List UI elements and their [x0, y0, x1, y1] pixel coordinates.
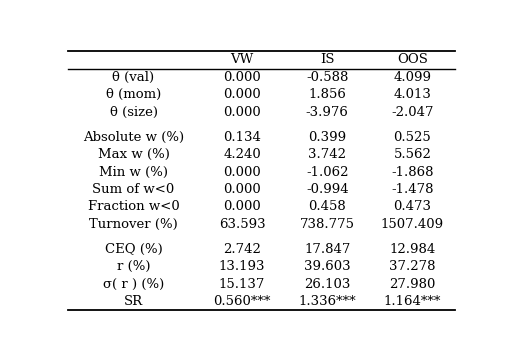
Text: 0.000: 0.000 — [223, 183, 261, 196]
Text: Max w (%): Max w (%) — [97, 148, 169, 161]
Text: 1.856: 1.856 — [307, 88, 346, 101]
Text: -1.478: -1.478 — [390, 183, 433, 196]
Text: Sum of w<0: Sum of w<0 — [92, 183, 175, 196]
Text: 3.742: 3.742 — [307, 148, 346, 161]
Text: σ( r ) (%): σ( r ) (%) — [103, 278, 164, 291]
Text: -3.976: -3.976 — [305, 106, 348, 118]
Text: 0.399: 0.399 — [307, 131, 346, 144]
Text: θ (mom): θ (mom) — [106, 88, 161, 101]
Text: r (%): r (%) — [117, 260, 150, 274]
Text: 4.099: 4.099 — [392, 71, 431, 84]
Text: -0.588: -0.588 — [305, 71, 348, 84]
Text: IS: IS — [319, 53, 334, 67]
Text: 1.164***: 1.164*** — [383, 295, 440, 308]
Text: 0.000: 0.000 — [223, 106, 261, 118]
Text: θ (val): θ (val) — [112, 71, 154, 84]
Text: 4.013: 4.013 — [393, 88, 431, 101]
Text: 15.137: 15.137 — [218, 278, 265, 291]
Text: 0.560***: 0.560*** — [213, 295, 270, 308]
Text: Absolute w (%): Absolute w (%) — [83, 131, 184, 144]
Text: 738.775: 738.775 — [299, 218, 354, 231]
Text: 1.336***: 1.336*** — [298, 295, 355, 308]
Text: 0.000: 0.000 — [223, 71, 261, 84]
Text: 27.980: 27.980 — [388, 278, 435, 291]
Text: 26.103: 26.103 — [303, 278, 350, 291]
Text: -1.062: -1.062 — [305, 166, 348, 179]
Text: -0.994: -0.994 — [305, 183, 348, 196]
Text: 63.593: 63.593 — [218, 218, 265, 231]
Text: SR: SR — [124, 295, 143, 308]
Text: 0.000: 0.000 — [223, 166, 261, 179]
Text: 0.473: 0.473 — [392, 200, 431, 213]
Text: -1.868: -1.868 — [390, 166, 433, 179]
Text: 2.742: 2.742 — [222, 243, 261, 256]
Text: 1507.409: 1507.409 — [380, 218, 443, 231]
Text: 0.000: 0.000 — [223, 200, 261, 213]
Text: 4.240: 4.240 — [223, 148, 261, 161]
Text: θ (size): θ (size) — [109, 106, 157, 118]
Text: 0.458: 0.458 — [308, 200, 346, 213]
Text: Fraction w<0: Fraction w<0 — [88, 200, 179, 213]
Text: Min w (%): Min w (%) — [99, 166, 168, 179]
Text: Turnover (%): Turnover (%) — [89, 218, 178, 231]
Text: 0.525: 0.525 — [393, 131, 431, 144]
Text: 0.134: 0.134 — [222, 131, 261, 144]
Text: 17.847: 17.847 — [303, 243, 350, 256]
Text: 37.278: 37.278 — [388, 260, 435, 274]
Text: CEQ (%): CEQ (%) — [104, 243, 162, 256]
Text: OOS: OOS — [396, 53, 427, 67]
Text: 5.562: 5.562 — [393, 148, 431, 161]
Text: 12.984: 12.984 — [388, 243, 435, 256]
Text: VW: VW — [230, 53, 253, 67]
Text: 39.603: 39.603 — [303, 260, 350, 274]
Text: -2.047: -2.047 — [390, 106, 433, 118]
Text: 13.193: 13.193 — [218, 260, 265, 274]
Text: 0.000: 0.000 — [223, 88, 261, 101]
